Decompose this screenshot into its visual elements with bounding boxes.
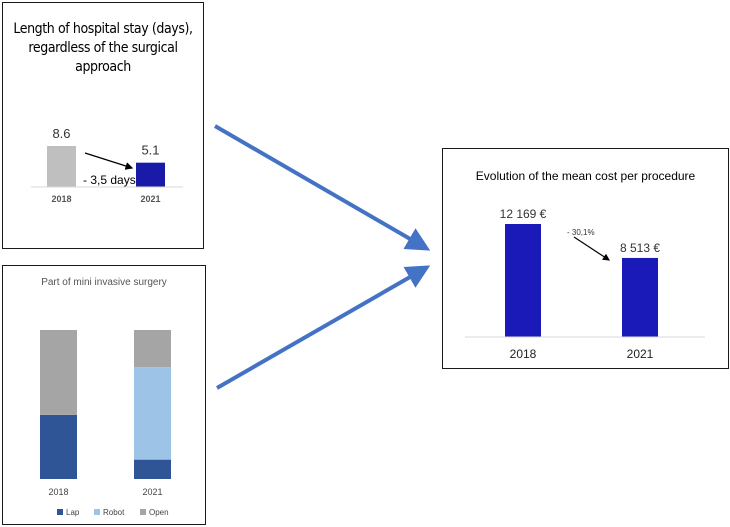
length-of-stay-title: Length of hospital stay (days), regardle… <box>13 21 193 75</box>
stay-value-label-2021: 5.1 <box>141 143 159 158</box>
surgery-tick-2018: 2018 <box>48 487 68 497</box>
bar-2021-open <box>134 330 171 368</box>
mean-cost-title: Evolution of the mean cost per procedure <box>475 169 696 183</box>
cost-value-label-2021: 8 513 € <box>620 241 660 255</box>
legend-label-robot: Robot <box>103 508 125 517</box>
cost-value-label-2018: 12 169 € <box>500 207 547 221</box>
legend-swatch-open <box>140 509 146 515</box>
stay-bar-2018 <box>47 146 76 187</box>
length-of-stay-panel: Length of hospital stay (days), regardle… <box>2 2 204 249</box>
mini-invasive-chart: 2018 2021 Lap Robot Open <box>40 330 171 517</box>
mean-cost-panel: Evolution of the mean cost per procedure… <box>442 148 729 369</box>
arrow-surgery-to-cost <box>216 265 431 390</box>
bar-2021-robot <box>134 367 171 460</box>
cost-change-arrow <box>573 236 611 261</box>
mean-cost-chart: 12 169 € 2018 8 513 € 2021 - 30,1% <box>465 207 705 361</box>
legend-label-lap: Lap <box>66 508 80 517</box>
surgery-tick-2021: 2021 <box>142 487 162 497</box>
legend-swatch-robot <box>94 509 100 515</box>
stay-change-arrow <box>84 152 134 170</box>
arrow-stay-to-cost <box>213 124 431 251</box>
stay-value-label-2018: 8.6 <box>52 126 70 141</box>
stay-tick-2021: 2021 <box>140 194 160 204</box>
cost-bar-2021 <box>622 257 658 337</box>
cost-tick-2021: 2021 <box>627 347 654 361</box>
cost-tick-2018: 2018 <box>510 347 537 361</box>
cost-change-label: - 30,1% <box>567 228 595 237</box>
stay-bar-2021 <box>136 162 165 187</box>
bar-2018-lap <box>40 414 77 479</box>
mini-invasive-title: Part of mini invasive surgery <box>41 277 167 288</box>
bar-2021-lap <box>134 459 171 479</box>
legend-swatch-lap <box>57 509 63 515</box>
cost-bar-2018 <box>505 224 541 337</box>
length-of-stay-chart: 8.6 2018 5.1 2021 - 3,5 days <box>31 126 183 204</box>
mini-invasive-panel: Part of mini invasive surgery 2018 2021 La… <box>2 265 206 525</box>
bar-2018-open <box>40 330 77 415</box>
stay-tick-2018: 2018 <box>51 194 71 204</box>
legend-label-open: Open <box>149 508 169 517</box>
stay-change-label: - 3,5 days <box>83 173 136 187</box>
